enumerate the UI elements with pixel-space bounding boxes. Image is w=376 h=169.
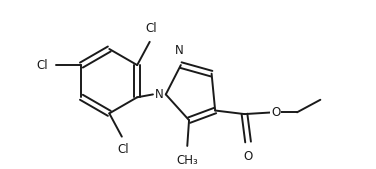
Text: CH₃: CH₃	[176, 154, 198, 167]
Text: N: N	[175, 44, 183, 57]
Text: Cl: Cl	[118, 143, 129, 156]
Text: Cl: Cl	[36, 59, 48, 72]
Text: N: N	[155, 88, 164, 101]
Text: O: O	[271, 106, 280, 119]
Text: Cl: Cl	[146, 22, 157, 35]
Text: O: O	[243, 150, 253, 163]
